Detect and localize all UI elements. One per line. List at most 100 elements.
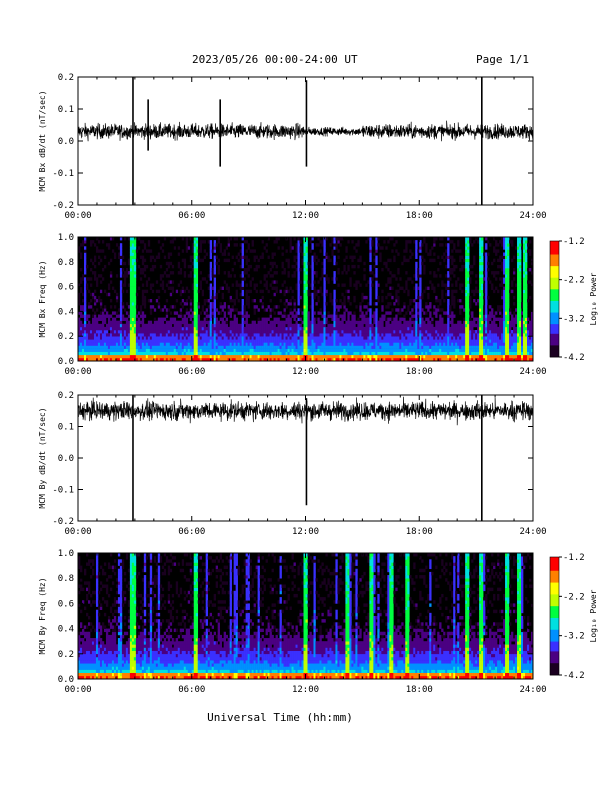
spectrogram-cell	[481, 354, 484, 359]
spectrogram-cell	[283, 323, 286, 328]
spectrogram-cell	[107, 317, 111, 321]
spectrogram-cell	[115, 326, 119, 331]
spectrogram-cell	[83, 268, 87, 272]
spectrogram-cell	[501, 243, 504, 247]
spectrogram-cell	[251, 351, 254, 356]
spectrogram-cell	[505, 336, 508, 340]
spectrogram-cell	[469, 280, 472, 284]
spectrogram-cell	[321, 333, 324, 337]
spectrogram-cell	[315, 339, 318, 343]
spectrogram-cell	[95, 345, 99, 349]
spectrogram-cell	[119, 299, 123, 303]
spectrogram-cell	[391, 320, 394, 325]
spectrogram-cell	[447, 330, 450, 334]
spectrogram-cell	[231, 330, 234, 334]
spectrogram-cell	[397, 320, 400, 325]
spectrogram-cell	[503, 268, 506, 272]
spectrogram-cell	[313, 311, 316, 315]
spectrogram-cell	[251, 323, 254, 328]
spectrogram-cell	[343, 305, 346, 309]
spectrogram-cell	[477, 240, 480, 244]
spectrogram-cell	[211, 354, 215, 359]
spectrogram-cell	[327, 345, 330, 349]
spectrogram-cell	[135, 258, 139, 263]
spectrogram-cell	[285, 289, 288, 294]
spectrogram-cell	[81, 314, 85, 318]
spectrogram-cell	[185, 357, 189, 362]
spectrogram-cell	[217, 240, 220, 244]
spectrogram-cell	[83, 357, 87, 362]
spectrogram-cell	[403, 258, 406, 263]
spectrogram-cell	[405, 283, 408, 287]
spectrogram-cell	[447, 292, 450, 297]
spectrogram-cell	[447, 351, 450, 356]
spectrogram-cell	[293, 354, 296, 359]
spectrogram-cell	[205, 357, 209, 362]
spectrogram-cell	[331, 354, 334, 359]
spectrogram-cell	[127, 271, 131, 275]
spectrogram-cell	[161, 333, 165, 337]
spectrogram-cell	[401, 339, 404, 343]
spectrogram-cell	[265, 354, 268, 359]
spectrogram-cell	[325, 302, 328, 306]
spectrogram-cell	[307, 330, 310, 334]
spectrogram-cell	[133, 333, 137, 337]
spectrogram-cell	[375, 339, 378, 343]
spectrogram-cell	[333, 295, 336, 300]
spectrogram-cell	[447, 286, 450, 290]
spectrogram-cell	[343, 314, 346, 318]
spectrogram-cell	[395, 299, 398, 303]
spectrogram-cell	[337, 354, 340, 359]
spectrogram-cell	[419, 286, 422, 290]
spectrogram-cell	[243, 277, 246, 281]
spectrogram-cell	[153, 323, 157, 328]
spectrogram-cell	[111, 333, 115, 337]
spectrogram-cell	[179, 339, 183, 343]
spectrogram-cell	[409, 302, 412, 306]
spectrogram-cell	[159, 274, 163, 278]
spectrogram-cell	[467, 246, 470, 250]
spectrogram-cell	[477, 339, 480, 343]
spectrogram-cell	[305, 274, 308, 278]
spectrogram-cell	[431, 317, 434, 321]
spectrogram-cell	[307, 336, 310, 340]
spectrogram-cell	[109, 357, 113, 362]
spectrogram-cell	[283, 351, 286, 356]
spectrogram-cell	[365, 342, 368, 346]
spectrogram-cell	[341, 283, 344, 287]
spectrogram-cell	[159, 339, 163, 343]
spectrogram-cell	[129, 268, 133, 272]
spectrogram-cell	[315, 243, 318, 247]
spectrogram-cell	[197, 320, 201, 325]
spectrogram-cell	[461, 268, 464, 272]
spectrogram-cell	[501, 261, 504, 266]
spectrogram-cell	[501, 323, 504, 328]
spectrogram-cell	[325, 237, 328, 241]
spectrogram-cell	[395, 348, 398, 352]
spectrogram-cell	[451, 317, 454, 321]
spectrogram-cell	[267, 271, 270, 275]
spectrogram-cell	[153, 320, 157, 325]
spectrogram-cell	[257, 354, 260, 359]
spectrogram-cell	[327, 255, 330, 259]
spectrogram-cell	[313, 289, 316, 294]
spectrogram-cell	[449, 255, 452, 259]
spectrogram-cell	[505, 255, 508, 259]
spectrogram-cell	[131, 243, 135, 247]
spectrogram-cell	[491, 345, 494, 349]
spectrogram-cell	[377, 339, 380, 343]
spectrogram-cell	[389, 317, 392, 321]
spectrogram-cell	[355, 354, 358, 359]
spectrogram-cell	[237, 323, 240, 328]
spectrogram-cell	[395, 345, 398, 349]
spectrogram-cell	[345, 339, 348, 343]
spectrogram-cell	[497, 308, 500, 312]
spectrogram-cell	[179, 330, 183, 334]
spectrogram-cell	[463, 336, 466, 340]
spectrogram-cell	[467, 345, 470, 349]
spectrogram-cell	[361, 299, 364, 303]
spectrogram-cell	[143, 264, 147, 269]
spectrogram-cell	[245, 317, 248, 321]
spectrogram-cell	[237, 283, 240, 287]
spectrogram-cell	[147, 336, 151, 340]
